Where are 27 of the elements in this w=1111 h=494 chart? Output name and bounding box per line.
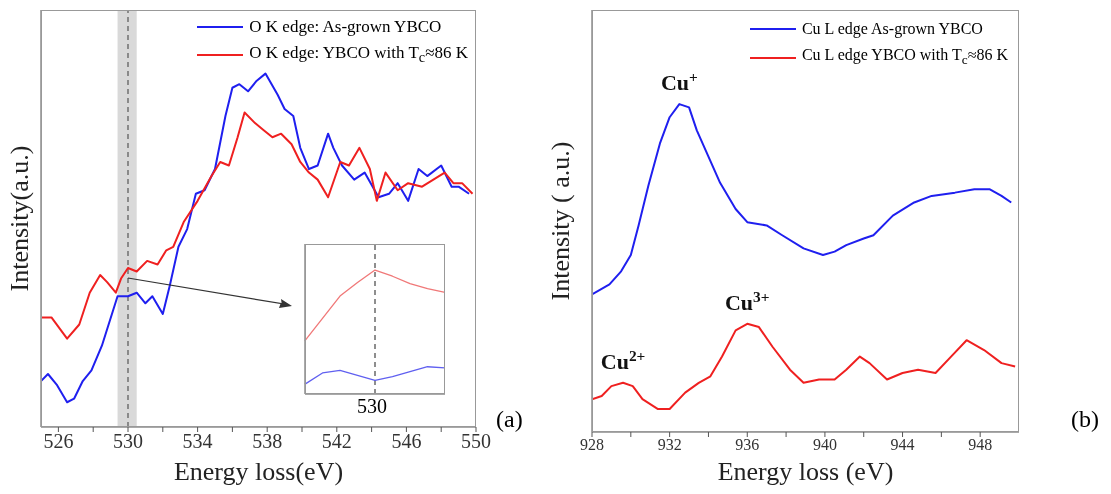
x-tick-label: 526	[43, 430, 74, 453]
y-axis-title: Intensity ( a.u.)	[546, 141, 576, 301]
x-tick-label: 538	[252, 430, 283, 453]
x-tick-label: 940	[812, 436, 837, 454]
y-axis-title: Intensity(a.u.)	[5, 145, 35, 292]
legend-label: Cu L edge As-grown YBCO	[801, 19, 983, 40]
x-tick-label: 534	[182, 430, 213, 453]
annotation: Cu$^{3+}$	[724, 287, 770, 315]
legend-label: O K edge: As-grown YBCO	[249, 16, 442, 38]
text: (a)	[496, 406, 523, 433]
x-tick-label: 550	[461, 430, 491, 453]
x-tick-label: 932	[657, 436, 682, 454]
x-tick-label: 936	[735, 436, 760, 454]
annotation: Cu$^{+}$	[660, 67, 698, 96]
x-tick-label: 928	[580, 436, 604, 454]
x-axis-title: Energy loss (eV)	[717, 457, 894, 486]
annotation: Cu$^{2+}$	[600, 346, 646, 374]
x-tick-label: 530	[113, 430, 143, 453]
x-tick-label: 948	[968, 436, 993, 454]
x-tick-label: 546	[391, 430, 422, 453]
annotation: 530	[357, 395, 387, 418]
text: (b)	[1071, 406, 1099, 433]
legend-label: O K edge: YBCO with T$_{c}$≈86 K	[249, 42, 468, 68]
legend-label: Cu L edge YBCO with T$_{c}$≈86 K	[801, 45, 1008, 70]
x-axis-title: Energy loss(eV)	[173, 457, 344, 486]
x-tick-label: 944	[890, 436, 915, 454]
x-tick-label: 542	[321, 430, 352, 453]
